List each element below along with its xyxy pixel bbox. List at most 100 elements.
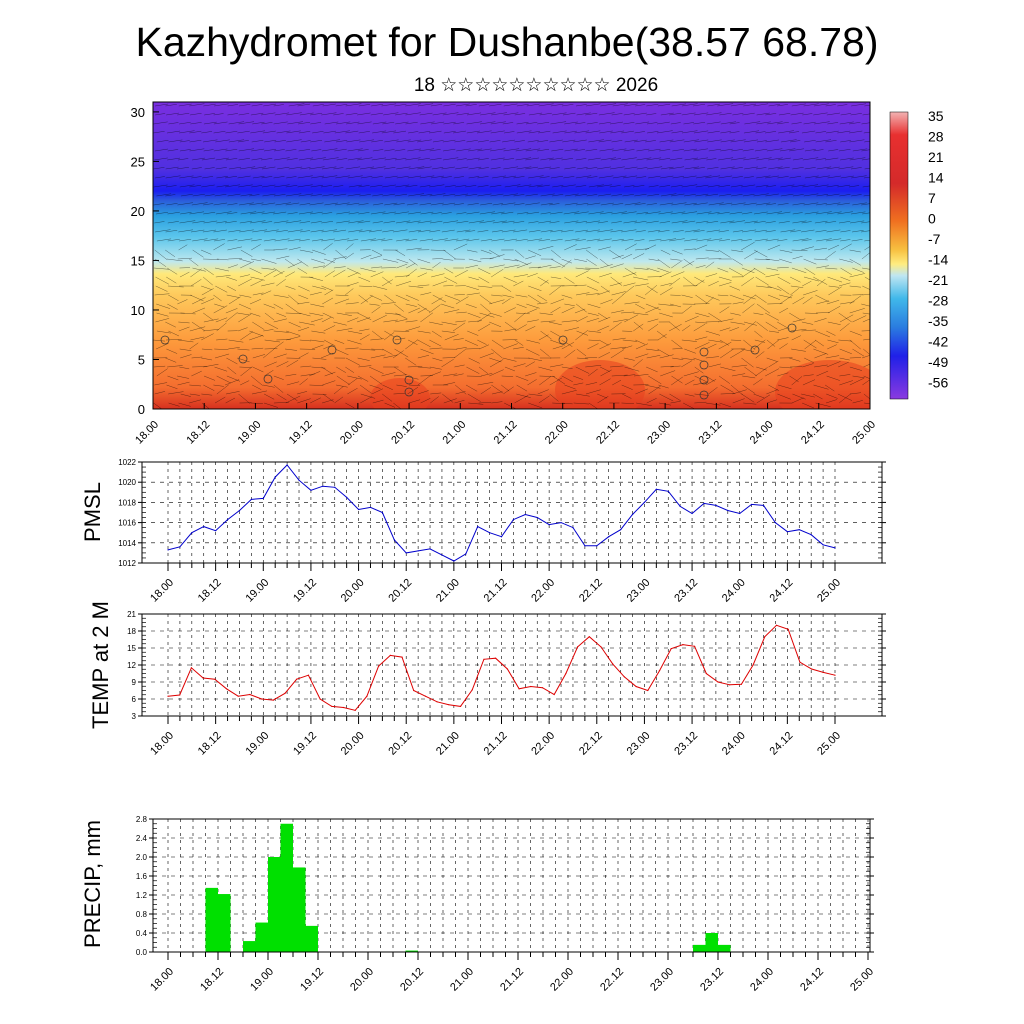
wind-barb	[503, 112, 519, 116]
wind-barb	[408, 384, 421, 386]
wind-barb	[153, 203, 165, 206]
wind-barb	[707, 167, 719, 170]
wind-barb	[646, 220, 659, 224]
wind-barb	[777, 166, 790, 170]
precip-axes: 0.00.40.81.21.62.02.42.818.00 18.12 19.00 1…	[136, 815, 876, 994]
wind-barb	[852, 315, 867, 323]
wind-barb	[178, 229, 193, 233]
wind-barb	[576, 316, 588, 323]
data-point	[307, 674, 310, 676]
wind-barb	[179, 366, 190, 370]
wind-barb	[827, 122, 839, 125]
wind-barb	[576, 112, 591, 116]
wind-barb	[849, 122, 861, 125]
wind-barb	[815, 330, 831, 338]
wind-barb	[515, 324, 527, 332]
wind-barb	[213, 113, 224, 116]
wind-barb	[468, 220, 485, 224]
wind-barb	[600, 299, 613, 305]
wind-barb	[347, 282, 359, 287]
wind-barb	[372, 130, 387, 134]
data-point	[798, 529, 800, 531]
x-tick-label: 22.00	[543, 419, 571, 447]
wind-barb	[274, 140, 286, 143]
calm-circle-13	[787, 323, 797, 333]
wind-barb	[681, 130, 698, 134]
data-point	[488, 532, 491, 534]
wind-barb	[720, 393, 736, 395]
wind-barb	[191, 356, 203, 359]
wind-barb	[635, 303, 645, 310]
wind-barb	[263, 402, 279, 408]
wind-barb	[225, 175, 238, 179]
wind-barb	[790, 230, 801, 233]
wind-barb	[538, 239, 551, 242]
data-point	[810, 534, 812, 536]
wind-barb	[298, 285, 310, 292]
wind-barb	[226, 294, 240, 298]
wind-barb	[803, 121, 816, 125]
wind-barb	[408, 399, 421, 404]
wind-barb	[228, 166, 242, 170]
wind-barb	[356, 317, 371, 323]
wind-barb	[718, 175, 733, 179]
wind-barb	[417, 339, 431, 348]
wind-barb	[479, 211, 495, 215]
wind-barb	[693, 112, 709, 116]
wind-barb	[372, 399, 384, 404]
wind-barb	[360, 295, 373, 305]
wind-barb	[468, 166, 482, 170]
y-tick-label: 1016	[118, 519, 136, 528]
wind-barb	[599, 378, 611, 386]
wind-barb	[358, 185, 370, 188]
wind-barb	[456, 212, 467, 215]
wind-barb	[789, 375, 799, 383]
y-tick-label: 10	[131, 303, 145, 318]
wind-barb	[864, 246, 870, 251]
wind-barb	[396, 263, 408, 269]
wind-barb	[827, 276, 843, 283]
wind-barb	[730, 321, 745, 325]
wind-barb	[575, 366, 590, 374]
wind-barb	[359, 334, 370, 341]
wind-barb	[203, 220, 218, 224]
wind-barb	[323, 344, 334, 350]
wind-barb	[455, 391, 466, 395]
wind-barb	[550, 175, 564, 179]
wind-barb	[252, 176, 265, 179]
wind-barb	[624, 314, 639, 323]
wind-barb	[417, 157, 430, 161]
x-tick-label: 20.00	[339, 577, 367, 605]
wind-barb	[705, 294, 720, 301]
wind-barb	[396, 238, 410, 242]
y-tick-label: 1014	[118, 539, 136, 548]
wind-barb	[466, 249, 478, 253]
wind-barb	[792, 296, 805, 305]
wind-barb	[862, 285, 870, 290]
wind-barb	[502, 122, 514, 125]
wind-barb	[765, 321, 778, 330]
wind-barb	[790, 112, 804, 116]
wind-barb	[741, 357, 754, 368]
wind-barb	[348, 229, 363, 233]
wind-barb	[656, 121, 670, 125]
wind-barb	[802, 297, 813, 305]
wind-barb	[336, 384, 348, 388]
wind-barb	[322, 312, 335, 319]
wind-barb	[480, 303, 491, 313]
wind-barb	[394, 348, 409, 358]
wind-barb	[288, 103, 305, 107]
wind-barb	[299, 321, 315, 326]
wind-barb	[549, 285, 562, 296]
data-point	[319, 698, 321, 700]
wind-barb	[420, 267, 433, 271]
wind-barb	[755, 351, 765, 359]
wind-barb	[345, 243, 354, 251]
wind-barb	[153, 402, 163, 409]
wind-barb	[839, 374, 851, 377]
y-tick-label: 15	[131, 253, 145, 268]
wind-barb	[660, 112, 674, 116]
wind-barb	[804, 140, 816, 143]
wind-barb	[768, 360, 779, 368]
